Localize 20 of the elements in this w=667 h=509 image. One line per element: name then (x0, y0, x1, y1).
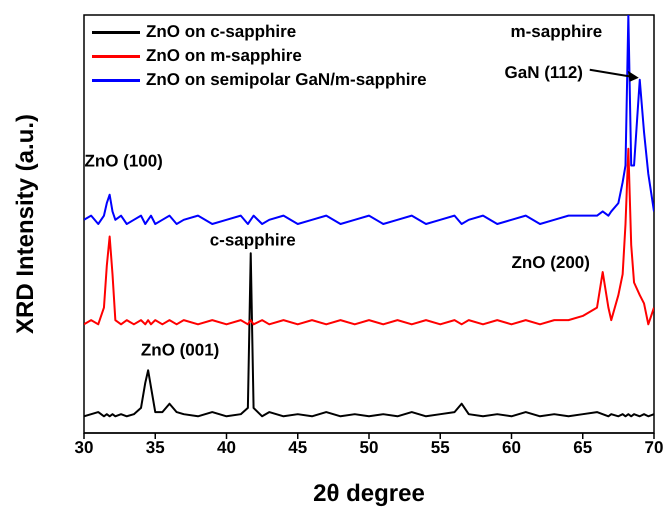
annotation: ZnO (001) (140, 340, 220, 360)
x-axis-title: 2θ degree (313, 480, 425, 507)
annotation: m-sapphire (510, 22, 602, 41)
x-tick-label: 50 (360, 438, 378, 458)
x-tick-label: 40 (217, 438, 236, 458)
x-tick-label: 65 (573, 438, 592, 458)
legend-label: ZnO on m-sapphire (146, 45, 302, 67)
legend-label: ZnO on semipolar GaN/m-sapphire (146, 69, 427, 91)
x-tick-label: 45 (288, 438, 308, 458)
annotation: ZnO (100) (84, 152, 163, 171)
y-axis-title: XRD Intensity (a.u.) (12, 114, 40, 334)
annotation: GaN (112) (504, 62, 583, 82)
x-tick-label: 30 (74, 438, 94, 458)
annotation: c-sapphire (210, 230, 296, 250)
x-tick-label: 60 (502, 438, 521, 458)
x-tick-label: 70 (644, 438, 664, 458)
legend-label: ZnO on c-sapphire (146, 21, 296, 43)
x-tick-label: 35 (146, 438, 165, 458)
x-tick-label: 55 (430, 438, 450, 458)
annotation: ZnO (200) (511, 253, 590, 272)
